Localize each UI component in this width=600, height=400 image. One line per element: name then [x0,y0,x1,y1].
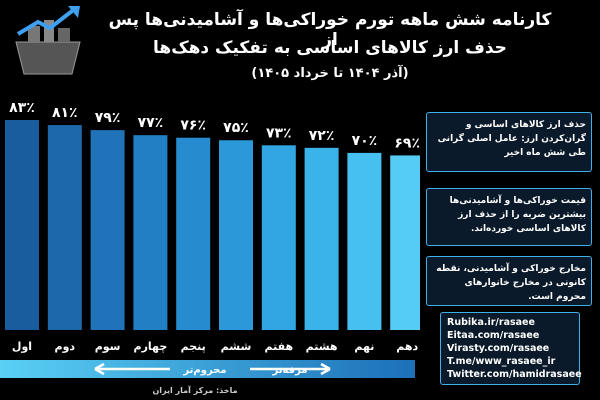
link: Virasty.com/rasaee [447,343,550,354]
chart: محروم‌تر مرفه‌تر ماخذ: مرکز آمار ایران ۸… [0,100,420,395]
x-tick-label: چهارم [134,340,168,353]
x-tick-label: دوم [55,340,76,353]
bar [176,137,211,330]
x-tick-label: سوم [95,340,121,353]
bar [133,135,168,330]
basket-icon [15,6,81,75]
x-tick-label: ششم [221,340,252,353]
value-label: ۸۳٪ [9,100,35,116]
value-label: ۷۷٪ [138,115,164,131]
bar [219,140,253,330]
richer-label: مرفه‌تر [272,365,308,376]
poorer-label: محروم‌تر [182,365,226,376]
chart-subtitle: (آذر ۱۴۰۴ تا خرداد ۱۴۰۵) [251,66,409,81]
note: حذف ارز کالاهای اساسی و گران‌کردن ارز: ع… [426,112,592,172]
arrow-left [94,362,170,376]
value-label: ۷۶٪ [180,118,206,134]
link: Twitter.com/hamidrasaee [447,369,582,380]
bar [47,125,82,330]
value-label: ۷۳٪ [266,125,292,141]
bar [5,120,39,330]
bar [261,145,296,330]
x-tick-label: اول [12,340,32,353]
arrow-right [250,362,331,376]
bar [304,147,339,330]
value-label: ۷۵٪ [223,120,249,136]
x-tick-label: پنجم [181,340,206,353]
note: قیمت خوراکی‌ها و آشامیدنی‌ها بیشترین ضرب… [426,188,592,246]
value-label: ۷۰٪ [352,133,378,149]
link: Rubika.ir/rasaee [447,317,535,328]
value-label: ۷۹٪ [95,110,121,126]
value-label: ۶۹٪ [394,135,420,151]
chart-title-line-2: حذف ارز کالاهای اساسی به تفکیک دهک‌ها [153,38,507,58]
chart-title: کارنامه شش ماهه تورم خوراکی‌ها و آشامیدن… [108,10,552,50]
value-label: ۷۲٪ [309,128,335,144]
x-tick-label: هفتم [264,340,293,353]
links-box: Rubika.ir/rasaee Eitaa.com/rasaee Virasty.… [440,312,582,385]
bar [90,130,125,330]
x-tick-label: هشتم [306,340,338,353]
bar [347,152,382,330]
source: ماخذ: مرکز آمار ایران [152,385,237,395]
value-label: ۸۱٪ [52,105,78,121]
link: T.me/www_rasaee_ir [447,356,556,367]
x-tick-label: نهم [354,340,374,353]
link: Eitaa.com/rasaee [447,330,540,341]
bar [390,155,420,330]
x-tick-label: دهم [396,340,418,353]
note: مخارج خوراکی و آشامیدنی، نقطه کانونی در … [426,256,592,306]
